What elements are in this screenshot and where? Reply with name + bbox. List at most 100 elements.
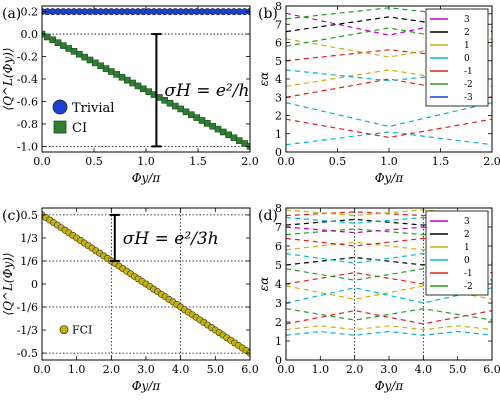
x-tick-label: 0.0 xyxy=(277,363,295,376)
y-tick-label: 6 xyxy=(275,37,282,50)
x-tick-label: 6.0 xyxy=(483,363,500,376)
x-tick-label: 0.5 xyxy=(85,155,103,168)
panel-d: (d) 0.0 1.0 2.0 3.0 4.0 5.0 6.0 0 1 2 3 4 5 6 7 8 Φy/π εα 3… xyxy=(257,202,500,393)
y-tick-label: 2 xyxy=(275,316,282,329)
y-tick-label: 1/6 xyxy=(20,255,38,268)
legend-marker xyxy=(53,120,67,134)
x-tick-label: 1.5 xyxy=(432,155,450,168)
x-tick-label: 3.0 xyxy=(380,363,398,376)
y-tick-label: 7 xyxy=(275,221,282,234)
y-tick-label: 1 xyxy=(275,335,282,348)
panel-label: (c) xyxy=(2,208,21,224)
x-tick-label: 1.5 xyxy=(189,155,207,168)
x-tick-label: 1.0 xyxy=(312,363,330,376)
legend-label: 3 xyxy=(464,15,470,25)
series-line xyxy=(286,330,492,336)
y-tick-label: 5 xyxy=(275,55,282,68)
y-tick-label: -0.8 xyxy=(17,118,38,131)
y-tick-label: 4 xyxy=(275,73,282,86)
y-axis-label: εα xyxy=(257,277,271,292)
y-tick-label: 3 xyxy=(275,297,282,310)
x-tick-label: 2.0 xyxy=(241,155,259,168)
x-tick-label: 5.0 xyxy=(449,363,467,376)
y-axis-label: εα xyxy=(257,72,271,87)
series-line xyxy=(286,131,492,146)
legend-marker xyxy=(52,99,68,115)
legend-label: 0 xyxy=(464,54,470,64)
y-tick-label: -0.2 xyxy=(17,51,38,64)
y-tick-label: 0.5 xyxy=(21,209,39,222)
legend-label: FCI xyxy=(72,324,92,337)
y-tick-label: 1/3 xyxy=(20,232,38,245)
legend-label: -1 xyxy=(464,269,473,279)
annotation-text: σH = e²/h xyxy=(164,81,249,101)
legend-box xyxy=(425,210,489,296)
legend-label: -3 xyxy=(464,93,473,103)
y-axis-label: ⟨Q^L(Φy)⟩ xyxy=(1,47,15,110)
series-line xyxy=(286,309,492,325)
plot-area xyxy=(42,8,250,150)
x-tick-label: 0.0 xyxy=(277,155,295,168)
x-axis-label: Φy/π xyxy=(132,171,162,185)
legend-label: 1 xyxy=(464,243,470,253)
x-tick-label: 6.0 xyxy=(241,363,259,376)
y-tick-label: -1/3 xyxy=(17,324,38,337)
x-tick-label: 3.0 xyxy=(137,363,155,376)
x-tick-label: 5.0 xyxy=(207,363,225,376)
x-tick-label: 2.0 xyxy=(483,155,500,168)
x-tick-label: 2.0 xyxy=(346,363,364,376)
legend-label: 2 xyxy=(464,28,470,38)
x-tick-label: 4.0 xyxy=(415,363,433,376)
x-axis-label: Φy/π xyxy=(132,379,162,393)
y-tick-label: -0.5 xyxy=(17,347,38,360)
x-tick-label: 0.5 xyxy=(329,155,347,168)
y-tick-label: 0 xyxy=(275,146,282,159)
plot-area xyxy=(42,208,250,360)
legend-label: -2 xyxy=(464,80,473,90)
legend-label: 0 xyxy=(464,256,470,266)
legend-label: 2 xyxy=(464,230,470,240)
y-tick-label: 8 xyxy=(275,0,282,13)
y-tick-label: -1/6 xyxy=(17,301,38,314)
y-tick-label: 0 xyxy=(275,354,282,367)
legend-label: -1 xyxy=(464,67,473,77)
legend-label: 1 xyxy=(464,41,470,51)
annotation-text: σH = e²/3h xyxy=(123,229,219,249)
y-tick-label: 7 xyxy=(275,18,282,31)
x-tick-label: 2.0 xyxy=(103,363,121,376)
y-tick-label: -0.6 xyxy=(17,95,38,108)
series-line xyxy=(286,118,492,139)
x-tick-label: 1.0 xyxy=(68,363,86,376)
x-tick-label: 4.0 xyxy=(172,363,190,376)
x-tick-label: 0.0 xyxy=(33,155,51,168)
x-tick-label: 0.0 xyxy=(33,363,51,376)
legend-label: CI xyxy=(72,121,87,136)
panel-a: (a)0.0 0.5 1.0 1.5 2.00.20.0-0.2-0.4-0.6-0.8… xyxy=(1,5,259,185)
panel-label: (d) xyxy=(258,208,278,224)
panel-b: (b) 0.0 0.5 1.0 1.5 2.0 0 1 2 3 4 5 6 7 8 Φy/π εα 3 2 1 0 -1 -… xyxy=(257,0,500,185)
y-tick-label: 5 xyxy=(275,259,282,272)
y-tick-label: 0 xyxy=(31,278,38,291)
y-tick-label: 0.0 xyxy=(21,28,39,41)
panel-label: (a) xyxy=(2,6,21,22)
y-tick-label: 2 xyxy=(275,110,282,123)
series-line xyxy=(286,325,492,331)
y-tick-label: 8 xyxy=(275,202,282,215)
legend-label: -2 xyxy=(464,282,473,292)
legend-label: Trivial xyxy=(72,101,114,116)
legend-label: 3 xyxy=(464,217,470,227)
x-axis-label: Φy/π xyxy=(375,379,405,393)
legend-marker xyxy=(59,325,69,335)
y-tick-label: -0.4 xyxy=(17,73,38,86)
x-tick-label: 1.0 xyxy=(380,155,398,168)
y-tick-label: 6 xyxy=(275,240,282,253)
y-tick-label: 0.2 xyxy=(21,6,39,19)
x-tick-label: 1.0 xyxy=(137,155,155,168)
y-tick-label: 3 xyxy=(275,91,282,104)
x-axis-label: Φy/π xyxy=(375,171,405,185)
series-line xyxy=(286,308,492,321)
y-tick-label: 1 xyxy=(275,128,282,141)
y-axis-label: ⟨Q^L(Φy)⟩ xyxy=(1,252,15,315)
panel-c: (c) 0.0 1.0 2.0 3.0 4.0 5.0 6.0 0.5 1/3 1/6 0 -1/6 -1… xyxy=(1,207,259,393)
